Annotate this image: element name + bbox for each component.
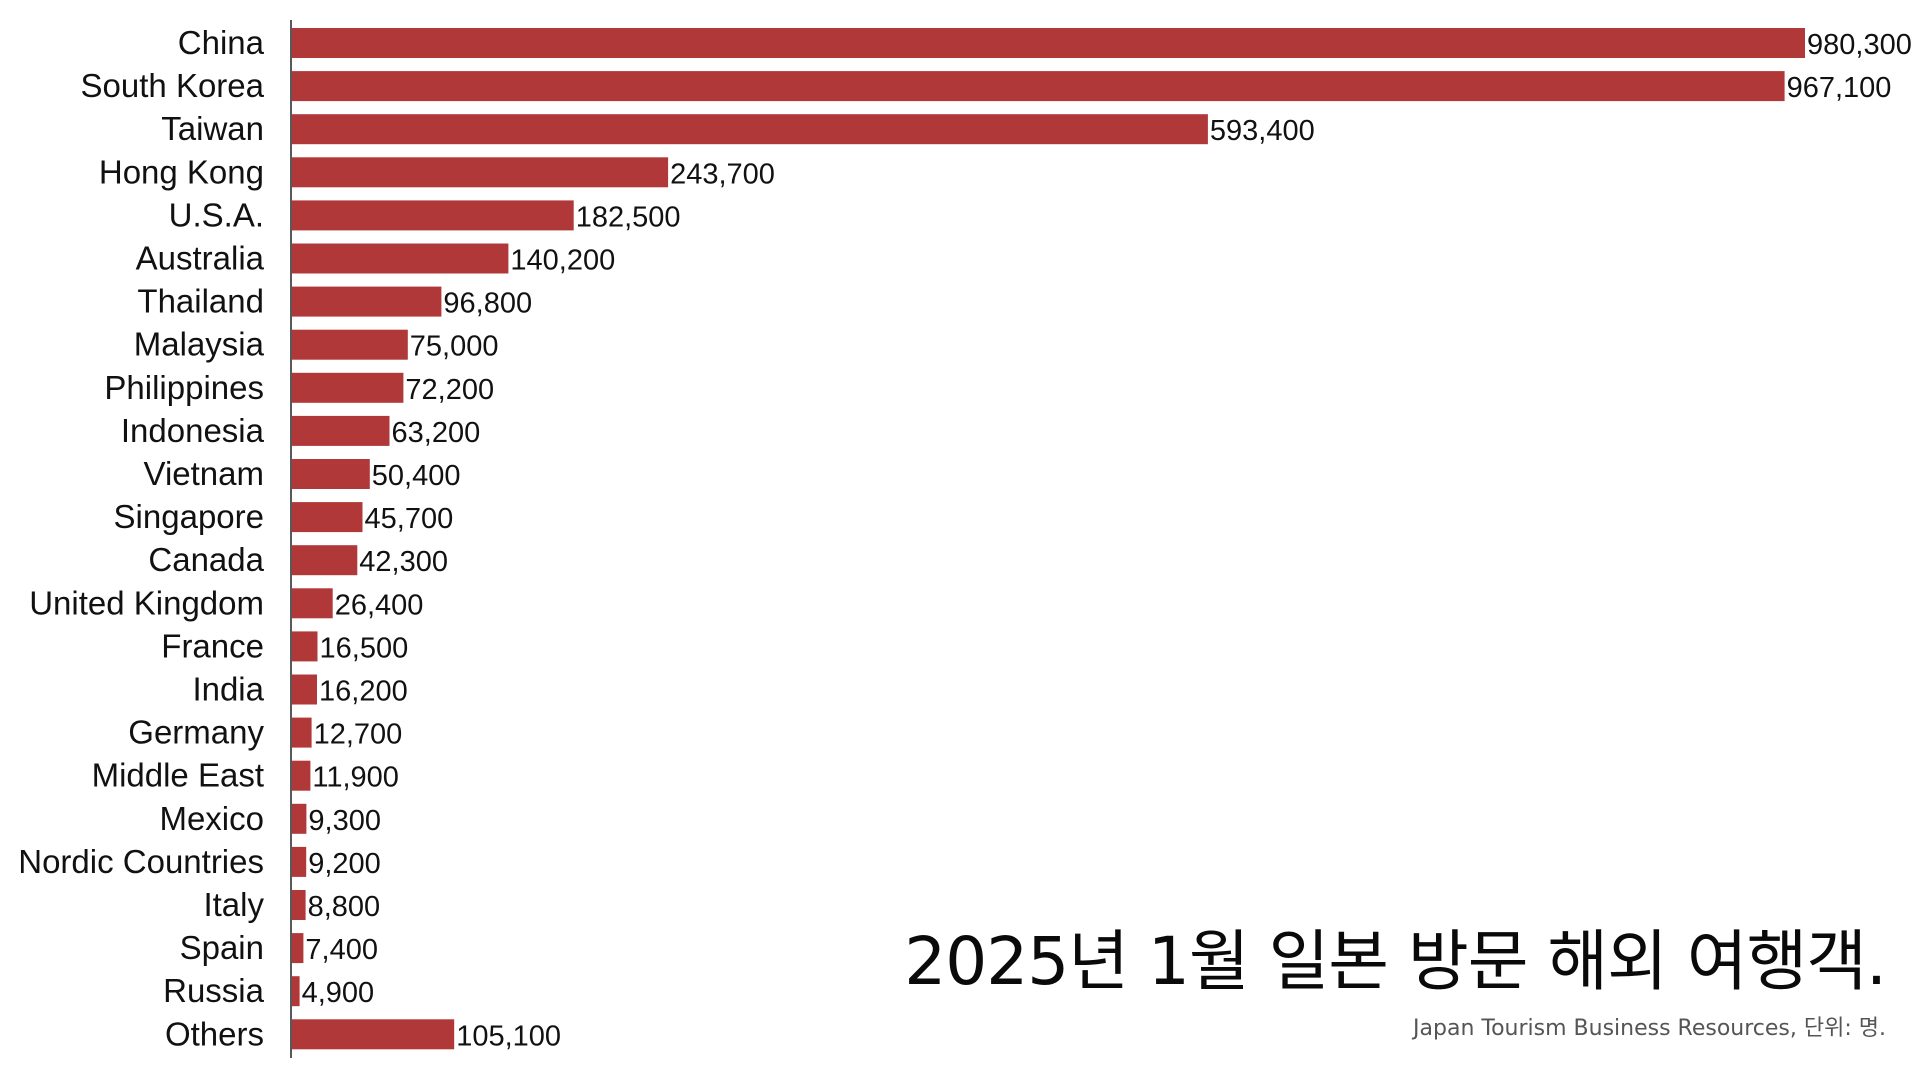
value-label: 72,200 bbox=[405, 374, 494, 406]
category-label: Australia bbox=[136, 240, 265, 277]
bar-india bbox=[292, 674, 317, 705]
category-label: Mexico bbox=[159, 800, 264, 837]
bar-thailand bbox=[292, 286, 442, 317]
value-label: 182,500 bbox=[576, 201, 681, 233]
bar-united-kingdom bbox=[292, 588, 333, 619]
value-label: 12,700 bbox=[314, 719, 403, 751]
category-label: Indonesia bbox=[121, 412, 265, 449]
value-labels: 980,300 967,100 593,400 243,700 182,500 140,2… bbox=[302, 29, 1912, 1052]
value-label: 9,300 bbox=[308, 805, 381, 837]
bar-australia bbox=[292, 243, 509, 274]
value-label: 11,900 bbox=[312, 762, 399, 794]
category-label: Malaysia bbox=[134, 326, 265, 363]
category-label: South Korea bbox=[81, 67, 265, 104]
value-label: 980,300 bbox=[1807, 29, 1912, 61]
bar-middle-east bbox=[292, 760, 311, 791]
bar-germany bbox=[292, 717, 312, 748]
value-label: 50,400 bbox=[372, 460, 461, 492]
category-label: U.S.A. bbox=[169, 196, 264, 233]
value-label: 42,300 bbox=[359, 546, 448, 578]
bar-spain bbox=[292, 933, 304, 964]
category-label: Taiwan bbox=[161, 110, 264, 147]
value-label: 105,100 bbox=[456, 1020, 561, 1052]
value-label: 96,800 bbox=[443, 288, 532, 320]
bar-vietnam bbox=[292, 459, 370, 489]
bar-nordic-countries bbox=[292, 846, 307, 877]
category-label: Italy bbox=[203, 886, 264, 923]
value-label: 45,700 bbox=[365, 503, 454, 535]
category-label: Nordic Countries bbox=[18, 843, 264, 880]
bar-russia bbox=[292, 976, 300, 1007]
value-label: 7,400 bbox=[305, 934, 378, 966]
category-label: Vietnam bbox=[144, 455, 264, 492]
value-label: 75,000 bbox=[410, 331, 499, 363]
category-label: Others bbox=[165, 1015, 264, 1052]
bar-hong-kong bbox=[292, 157, 669, 188]
category-label: Hong Kong bbox=[99, 153, 264, 190]
value-label: 8,800 bbox=[308, 891, 381, 923]
value-label: 593,400 bbox=[1210, 115, 1315, 147]
category-label: Thailand bbox=[137, 283, 264, 320]
bar-mexico bbox=[292, 803, 307, 834]
bar-indonesia bbox=[292, 415, 390, 446]
chart-source-note: Japan Tourism Business Resources, 단위: 명. bbox=[1413, 1016, 1886, 1041]
bar-canada bbox=[292, 545, 358, 576]
value-label: 140,200 bbox=[510, 245, 615, 277]
value-label: 4,900 bbox=[302, 977, 375, 1009]
bars-group bbox=[292, 28, 1805, 1050]
bar-south-korea bbox=[292, 71, 1785, 102]
category-label: France bbox=[161, 627, 264, 664]
category-label: Russia bbox=[163, 972, 265, 1009]
value-label: 26,400 bbox=[335, 589, 424, 621]
bar-france bbox=[292, 631, 318, 662]
bar-italy bbox=[292, 890, 306, 920]
category-label: Canada bbox=[148, 541, 264, 578]
value-label: 16,500 bbox=[320, 632, 409, 664]
category-label: Singapore bbox=[114, 498, 264, 535]
value-label: 967,100 bbox=[1787, 72, 1892, 104]
bar-malaysia bbox=[292, 329, 408, 360]
category-labels: China South Korea Taiwan Hong Kong U.S.A. Aus… bbox=[18, 24, 264, 1052]
value-label: 63,200 bbox=[392, 417, 481, 449]
category-label: Middle East bbox=[92, 757, 264, 794]
bar-others bbox=[292, 1019, 455, 1050]
category-label: Germany bbox=[128, 714, 264, 751]
bar-philippines bbox=[292, 372, 404, 403]
bar-china bbox=[292, 28, 1805, 58]
category-label: China bbox=[178, 24, 265, 61]
category-label: United Kingdom bbox=[29, 584, 264, 621]
bar-singapore bbox=[292, 502, 363, 533]
category-label: Philippines bbox=[104, 369, 264, 406]
value-label: 16,200 bbox=[319, 676, 408, 708]
value-label: 243,700 bbox=[670, 158, 775, 190]
bar-taiwan bbox=[292, 114, 1208, 145]
category-label: India bbox=[192, 671, 264, 708]
chart-title: 2025년 1월 일본 방문 해외 여행객. bbox=[904, 923, 1887, 1000]
bar-u-s-a bbox=[292, 200, 574, 231]
category-label: Spain bbox=[180, 929, 264, 966]
value-label: 9,200 bbox=[308, 848, 381, 880]
